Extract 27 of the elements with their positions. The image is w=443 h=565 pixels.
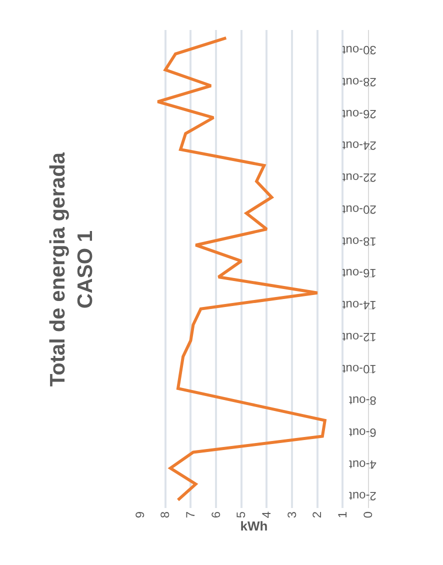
y-tick-label: 10-out	[342, 362, 376, 376]
y-tick-label: 8-out	[348, 394, 376, 408]
x-tick-label: 6	[208, 511, 223, 518]
x-tick-label: 9	[132, 511, 147, 518]
y-tick-label: 16-out	[342, 266, 376, 280]
y-tick-label: 18-out	[342, 234, 376, 248]
y-tick-label: 24-out	[342, 138, 376, 153]
x-tick-label: 5	[234, 511, 248, 518]
x-tick-label: 2	[310, 511, 324, 518]
text: Total de energia gerada CASO 1	[46, 152, 97, 387]
y-tick-label: 12-out	[342, 330, 376, 344]
x-tick-label: 3	[284, 511, 299, 518]
y-tick-label: 28-out	[342, 74, 376, 89]
y-tick-label: 22-out	[342, 170, 376, 185]
x-tick-label: 1	[336, 511, 350, 518]
x-tick-label: 8	[158, 511, 172, 518]
y-tick-label: 20-out	[342, 202, 376, 216]
y-tick-label: 30-out	[342, 43, 376, 58]
x-tick-label: 7	[184, 511, 198, 518]
y-tick-label: 6-out	[348, 426, 376, 440]
y-tick-label: 2-out	[348, 489, 376, 504]
x-tick-label: 0	[360, 511, 375, 518]
y-tick-label: 26-out	[342, 106, 376, 121]
y-tick-label: 14-out	[342, 298, 376, 312]
y-tick-label: 4-out	[348, 457, 376, 472]
x-axis-title: kWh	[240, 518, 268, 534]
x-tick-label: 4	[260, 511, 274, 518]
